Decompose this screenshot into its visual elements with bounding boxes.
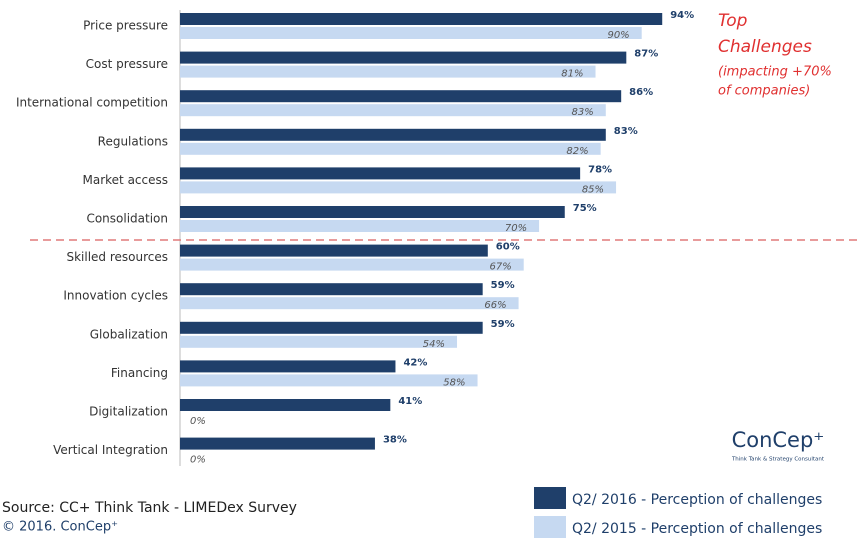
category-label: Digitalization [89, 405, 168, 419]
bar [180, 244, 488, 257]
category-label: Skilled resources [66, 250, 168, 264]
category-label: Regulations [98, 134, 168, 148]
category-label: Vertical Integration [53, 443, 168, 457]
bar [180, 283, 483, 296]
value-label: 83% [614, 126, 638, 137]
bar [180, 51, 627, 64]
bar [180, 142, 601, 155]
value-label: 66% [484, 300, 506, 311]
category-label: Price pressure [83, 19, 168, 33]
bar [180, 27, 642, 39]
value-label: 59% [491, 319, 515, 330]
legend-label: Q2/ 2016 - Perception of challenges [572, 492, 822, 508]
annotation: Challenges [718, 37, 812, 57]
value-label: 42% [403, 357, 427, 368]
bar [180, 297, 519, 310]
value-label: 75% [573, 203, 597, 214]
value-label: 67% [489, 262, 511, 273]
bar [180, 128, 606, 141]
value-label: 60% [496, 242, 520, 253]
bar [180, 335, 458, 348]
value-label: 86% [629, 87, 653, 98]
value-label: 94% [670, 10, 694, 21]
bar [180, 167, 581, 180]
bar [180, 65, 596, 78]
bar [180, 437, 375, 450]
bar [180, 13, 663, 25]
annotation: of companies) [718, 84, 810, 99]
value-label: 59% [491, 280, 515, 291]
value-label: 0% [190, 416, 206, 427]
category-label: Cost pressure [86, 57, 168, 71]
category-label: Financing [111, 366, 168, 380]
value-label: 41% [398, 396, 422, 407]
category-label: Innovation cycles [63, 289, 168, 303]
logo-tagline: Think Tank & Strategy Consultant [731, 457, 825, 463]
legend-swatch [534, 487, 566, 509]
bar [180, 360, 396, 373]
bar [180, 374, 478, 387]
bar [180, 104, 606, 117]
value-label: 90% [607, 30, 629, 41]
bar [180, 206, 565, 218]
logo: ConCep⁺ [732, 428, 825, 452]
value-label: 0% [190, 455, 206, 466]
category-label: Market access [83, 173, 169, 187]
value-label: 87% [634, 49, 658, 60]
annotation: (impacting +70% [718, 65, 832, 80]
category-label: Consolidation [86, 212, 168, 226]
bar [180, 258, 524, 271]
category-label: International competition [16, 96, 168, 110]
value-label: 83% [572, 107, 594, 118]
bar [180, 399, 391, 411]
category-label: Globalization [90, 327, 168, 341]
bar [180, 321, 483, 334]
value-label: 82% [566, 146, 588, 157]
bar [180, 181, 617, 194]
bar [180, 90, 622, 103]
value-label: 78% [588, 164, 612, 175]
value-label: 85% [582, 184, 604, 195]
source: Source: CC+ Think Tank - LIMEDex Survey [2, 500, 297, 516]
value-label: 70% [505, 223, 527, 234]
legend-swatch [534, 516, 566, 538]
value-label: 81% [561, 69, 583, 80]
legend-label: Q2/ 2015 - Perception of challenges [572, 521, 822, 537]
annotation: Top [718, 11, 748, 31]
value-label: 38% [383, 435, 407, 446]
value-label: 58% [443, 377, 465, 388]
copyright: © 2016. ConCep⁺ [2, 520, 118, 535]
value-label: 54% [423, 339, 445, 350]
bar [180, 220, 540, 232]
